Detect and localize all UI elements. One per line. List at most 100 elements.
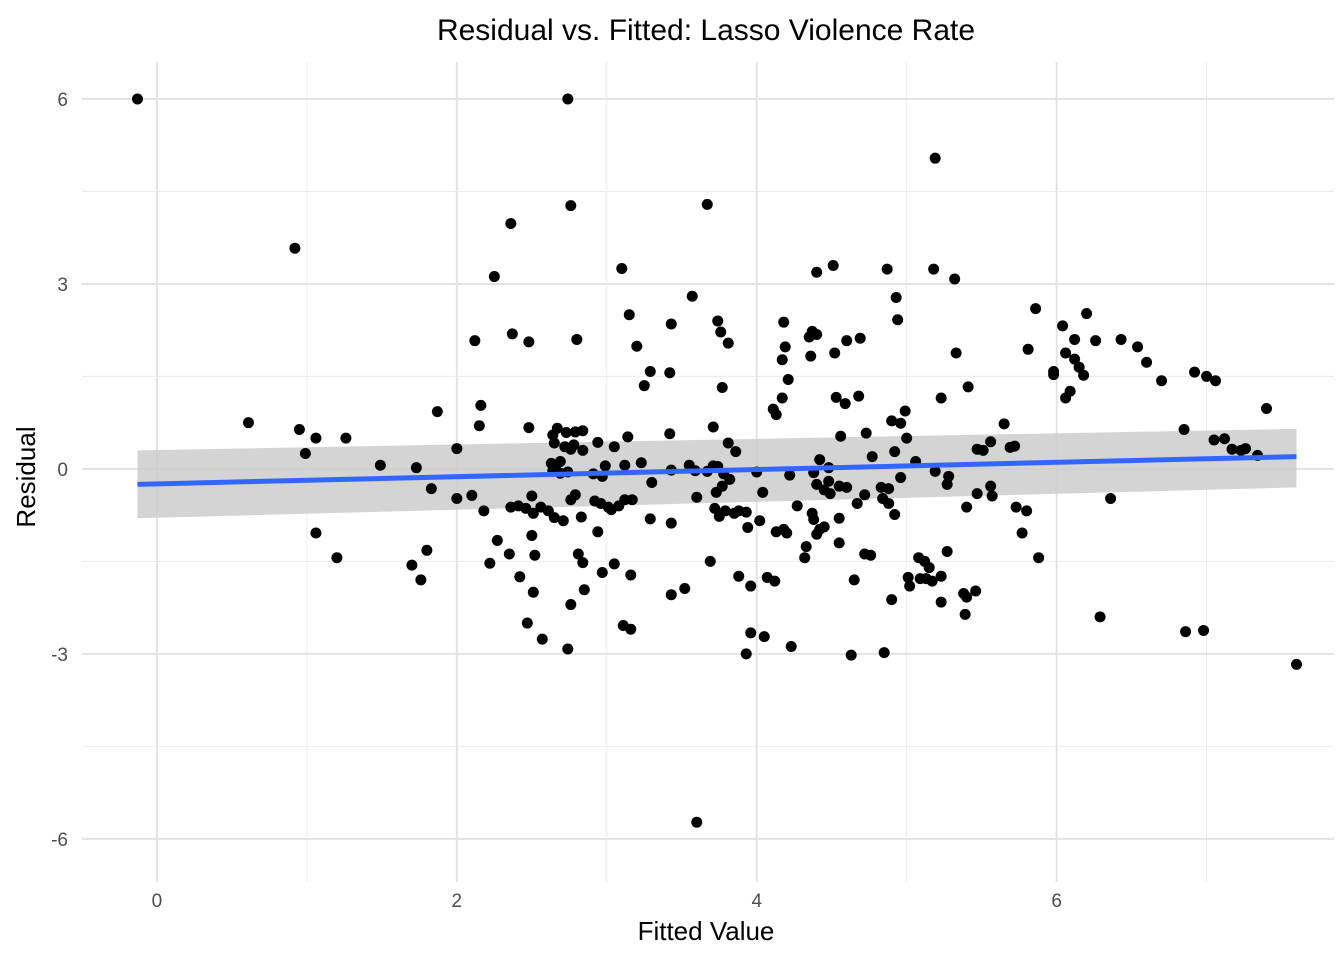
data-point — [1180, 626, 1192, 638]
data-point — [740, 506, 752, 518]
data-point — [691, 816, 703, 828]
data-point — [575, 511, 587, 523]
data-point — [808, 513, 820, 525]
data-point — [1090, 335, 1102, 347]
data-point — [523, 422, 535, 434]
data-point — [776, 354, 788, 366]
data-point — [1016, 527, 1028, 539]
data-point — [841, 481, 853, 493]
data-point — [473, 420, 485, 432]
data-point — [890, 292, 902, 304]
data-point — [638, 380, 650, 392]
data-point — [527, 586, 539, 598]
data-point — [745, 580, 757, 592]
data-point — [971, 488, 983, 500]
data-point — [536, 633, 548, 645]
data-point — [722, 437, 734, 449]
data-point — [701, 198, 713, 210]
data-point — [1291, 658, 1303, 670]
data-point — [1156, 375, 1168, 387]
data-point — [410, 462, 422, 474]
data-point — [778, 316, 790, 328]
data-point — [1009, 440, 1021, 452]
data-point — [865, 549, 877, 561]
data-point — [1189, 366, 1201, 378]
data-point — [835, 430, 847, 442]
data-point — [904, 580, 916, 592]
data-point — [1078, 369, 1090, 381]
data-point — [1057, 320, 1069, 332]
data-point — [503, 548, 515, 560]
y-tick-label: 6 — [57, 90, 68, 111]
data-point — [289, 242, 301, 254]
data-point — [1033, 552, 1045, 564]
data-point — [562, 643, 574, 655]
data-point — [565, 599, 577, 611]
data-point — [557, 515, 569, 527]
data-point — [784, 469, 796, 481]
x-tick-labels: 0 2 4 6 — [152, 891, 1062, 912]
y-tick-label: 0 — [57, 460, 68, 481]
data-point — [1178, 423, 1190, 435]
data-point — [758, 631, 770, 643]
data-point — [608, 441, 620, 453]
data-point — [754, 515, 766, 527]
data-point — [883, 483, 895, 495]
data-point — [1010, 501, 1022, 513]
data-point — [1069, 353, 1081, 365]
data-point — [1021, 505, 1033, 517]
data-point — [935, 596, 947, 608]
data-point — [491, 534, 503, 546]
data-point — [998, 418, 1010, 430]
data-point — [962, 381, 974, 393]
data-point — [860, 427, 872, 439]
data-point — [299, 448, 311, 460]
data-point — [959, 608, 971, 620]
data-point — [886, 415, 898, 427]
data-point — [569, 489, 581, 501]
data-point — [707, 421, 719, 433]
data-point — [415, 574, 427, 586]
data-point — [949, 273, 961, 285]
data-point — [818, 521, 830, 533]
data-point — [961, 501, 973, 513]
data-point — [622, 431, 634, 443]
data-point — [1240, 443, 1252, 455]
data-point — [565, 200, 577, 212]
data-point — [770, 409, 782, 421]
data-point — [578, 584, 590, 596]
data-point — [616, 263, 628, 275]
data-point — [769, 575, 781, 587]
data-point — [791, 500, 803, 512]
data-point — [425, 483, 437, 495]
data-point — [901, 432, 913, 444]
data-point — [902, 571, 914, 583]
data-point — [833, 537, 845, 549]
data-point — [800, 541, 812, 553]
data-point — [526, 530, 538, 542]
chart-title: Residual vs. Fitted: Lasso Violence Rate — [437, 14, 975, 47]
data-point — [488, 271, 500, 283]
data-point — [1261, 402, 1273, 414]
data-point — [923, 562, 935, 574]
data-point — [878, 647, 890, 659]
data-point — [421, 544, 433, 556]
fit-line — [137, 454, 1297, 487]
data-point — [664, 428, 676, 440]
data-point — [374, 459, 386, 471]
data-point — [665, 517, 677, 529]
data-point — [625, 623, 637, 635]
data-point — [562, 93, 574, 105]
data-point — [526, 490, 538, 502]
data-point — [853, 390, 865, 402]
data-point — [1198, 624, 1210, 636]
data-point — [782, 374, 794, 386]
data-point — [635, 457, 647, 469]
data-point — [805, 350, 817, 362]
x-tick-label: 6 — [1051, 891, 1062, 912]
data-point — [466, 489, 478, 501]
data-point — [929, 465, 941, 477]
data-point — [475, 399, 487, 411]
data-point — [644, 366, 656, 378]
data-point — [824, 488, 836, 500]
